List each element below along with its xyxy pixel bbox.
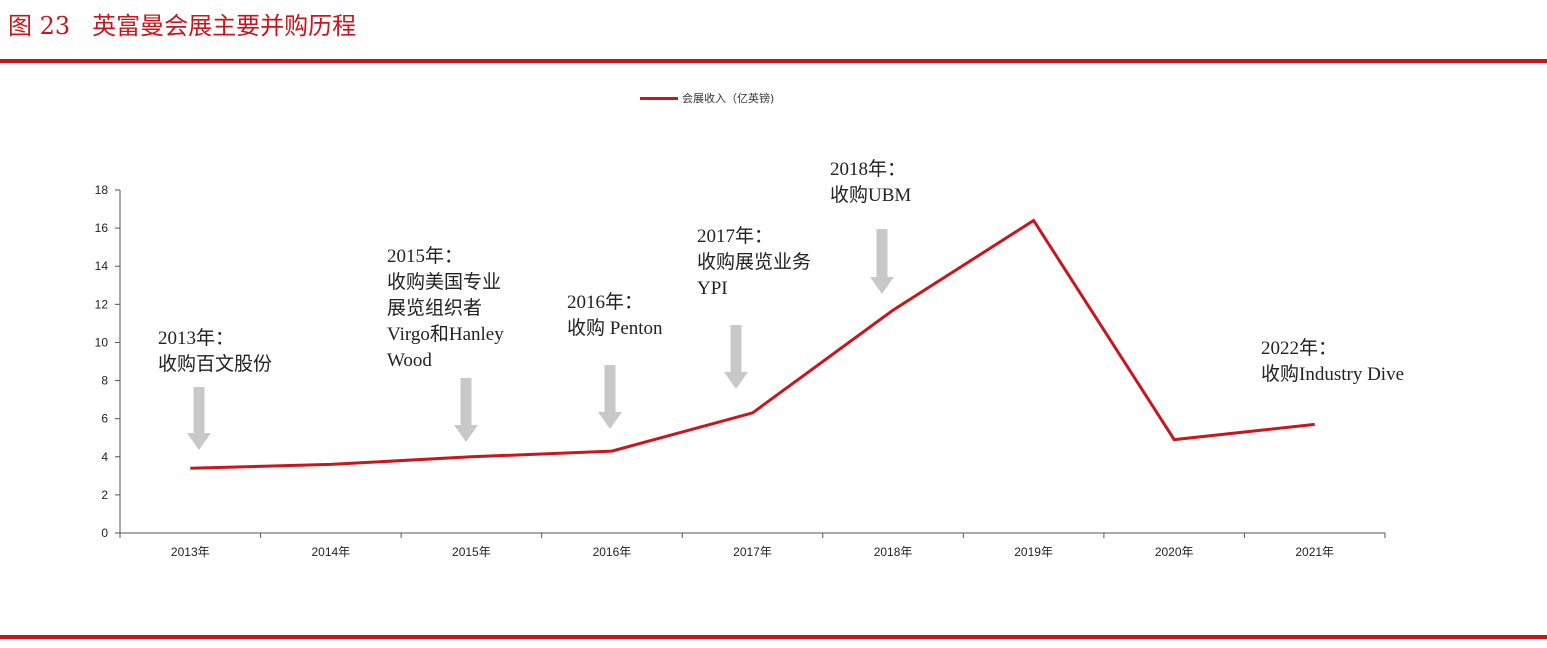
annotation-line: 2013年：	[158, 328, 235, 349]
x-tick-label-2: 2015年	[452, 545, 491, 559]
legend-swatch-revenue	[640, 96, 678, 100]
down-arrow-icon-a2017	[724, 325, 748, 389]
down-arrow-icon-a2016	[598, 365, 622, 429]
y-tick-label-12: 12	[95, 297, 109, 311]
annotation-line: YPI	[697, 278, 728, 299]
y-tick-label-2: 2	[101, 488, 108, 502]
x-tick-label-7: 2020年	[1155, 545, 1194, 559]
x-tick-label-6: 2019年	[1014, 545, 1053, 559]
annotation-a2016: 2016年： 收购 Penton	[567, 290, 663, 342]
annotation-a2018: 2018年： 收购UBM	[830, 157, 911, 209]
bottom-rule	[0, 635, 1547, 639]
down-arrow-icon-a2013	[187, 387, 211, 450]
y-tick-label-0: 0	[101, 526, 108, 540]
annotation-a2022: 2022年： 收购Industry Dive	[1261, 336, 1404, 388]
annotation-line: Wood	[387, 350, 432, 371]
annotation-line: 2022年：	[1261, 338, 1338, 359]
down-arrow-icon-a2018	[870, 229, 894, 294]
annotation-line: 展览组织者	[387, 298, 483, 319]
x-tick-label-8: 2021年	[1295, 545, 1334, 559]
annotation-line: 收购百文股份	[158, 354, 273, 375]
annotation-a2017: 2017年： 收购展览业务 YPI	[697, 224, 811, 302]
x-tick-label-4: 2017年	[733, 545, 772, 559]
annotation-line: 2018年：	[830, 159, 907, 180]
annotation-line: 收购美国专业	[387, 272, 502, 293]
x-tick-label-1: 2014年	[311, 545, 350, 559]
top-rule	[0, 59, 1547, 63]
legend-label-revenue: 会展收入（亿英镑)	[682, 92, 775, 105]
annotation-line: 收购Industry Dive	[1261, 364, 1405, 385]
x-tick-label-3: 2016年	[593, 545, 632, 559]
figure-number: 图 23	[8, 12, 71, 40]
y-tick-label-10: 10	[95, 335, 109, 349]
y-tick-label-8: 8	[101, 374, 108, 388]
annotation-line: Virgo和Hanley	[387, 324, 504, 345]
annotation-line: 收购展览业务	[697, 252, 812, 273]
series-line-0	[190, 218, 1315, 470]
annotation-line: 2016年：	[567, 292, 644, 313]
annotation-line: 2015年：	[387, 246, 464, 267]
figure-title: 图 23 英富曼会展主要并购历程	[8, 6, 356, 41]
y-tick-label-16: 16	[95, 221, 109, 235]
annotation-line: 收购 Penton	[567, 318, 663, 339]
annotation-a2015: 2015年： 收购美国专业 展览组织者 Virgo和Hanley Wood	[387, 244, 504, 374]
annotation-line: 2017年：	[697, 226, 774, 247]
y-tick-label-6: 6	[101, 412, 108, 426]
down-arrow-icon-a2015	[454, 378, 478, 442]
y-tick-label-14: 14	[95, 259, 109, 273]
annotation-a2013: 2013年： 收购百文股份	[158, 326, 272, 378]
annotation-line: 收购UBM	[830, 185, 912, 206]
x-tick-label-5: 2018年	[874, 545, 913, 559]
y-tick-label-4: 4	[101, 450, 108, 464]
chart-legend: 会展收入（亿英镑)	[640, 90, 774, 106]
y-tick-label-18: 18	[95, 183, 109, 197]
x-tick-label-0: 2013年	[171, 545, 210, 559]
figure-title-text: 英富曼会展主要并购历程	[92, 12, 357, 40]
